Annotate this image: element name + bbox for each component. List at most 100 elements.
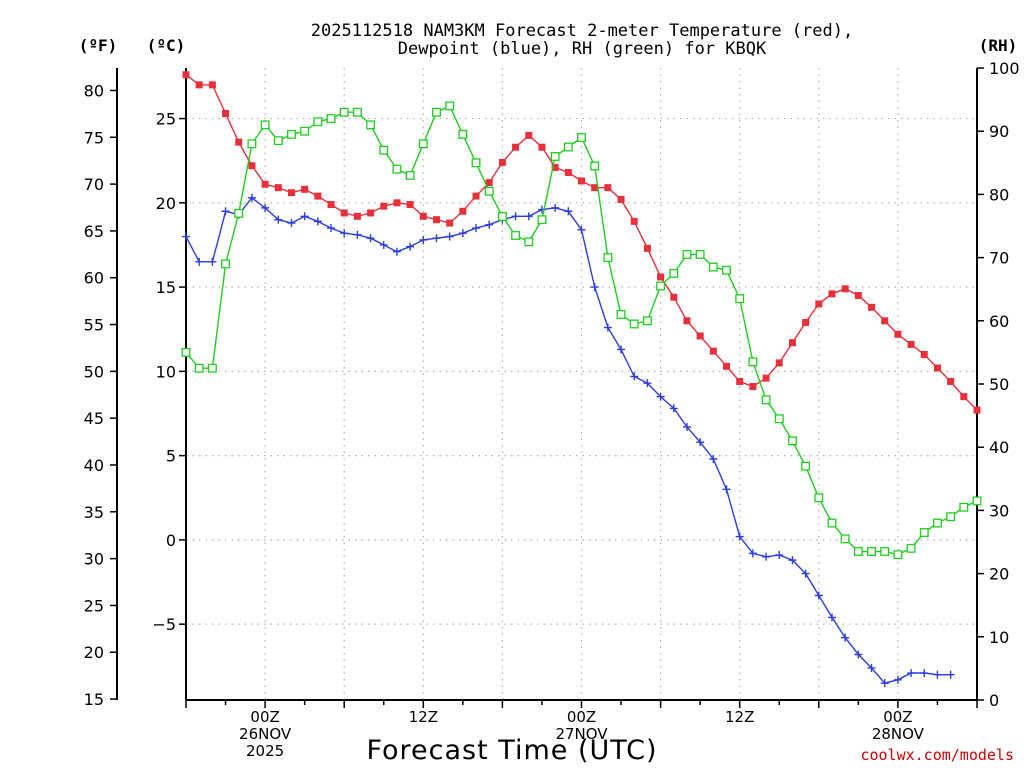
time-tick-label: 26NOV [239,725,292,743]
dewpoint-line [185,196,951,684]
chart-title-line1: 2025112518 NAM3KM Forecast 2-meter Tempe… [311,21,853,41]
rh-point [471,158,481,168]
dewpoint-point [920,669,929,678]
temperature-point [617,195,625,203]
temperature-point [314,192,322,200]
temperature-point [248,162,256,170]
temperature-point [551,163,559,171]
dewpoint-point [577,225,586,234]
temperature-point [485,179,493,187]
temperature-point [947,377,955,385]
rh-point [392,164,402,174]
dewpoint-point [313,217,322,226]
dewpoint-point [709,454,718,463]
temperature-point [287,189,295,197]
celsius-tick-label: 15 [156,278,176,297]
fahrenheit-tick-label: 45 [84,409,104,428]
time-tick-label: 12Z [409,708,438,726]
credit-link[interactable]: coolwx.com/models [860,746,1014,764]
dewpoint-point [327,224,336,233]
rh-tick-label: 80 [989,185,1009,204]
dewpoint-point [669,404,678,413]
temperature-point [828,290,836,298]
grid-lines [186,68,977,700]
temperature-point [841,285,849,293]
rh-unit-label: (RH) [979,36,1018,55]
dewpoint-point [524,212,533,221]
dewpoint-point [827,613,836,622]
temperature-point [630,217,638,225]
fahrenheit-tick-label: 35 [84,503,104,522]
dewpoint-point [406,242,415,251]
dewpoint-point [472,224,481,233]
x-axis-title: Forecast Time (UTC) [366,735,657,766]
time-tick-label: 00Z [567,708,596,726]
celsius-tick-label: 10 [156,362,176,381]
rh-point [260,120,270,130]
dewpoint-point [643,379,652,388]
dewpoint-point [656,392,665,401]
dewpoint-point [946,670,955,679]
dewpoint-point [564,207,573,216]
rh-point [761,395,771,405]
dewpoint-point [682,422,691,431]
temperature-point [222,110,230,118]
temperature-point [235,138,243,146]
temperature-point [340,209,348,217]
dewpoint-point [907,669,916,678]
rh-tick-label: 30 [989,501,1009,520]
temperature-point [274,184,282,192]
temperature-point [894,330,902,338]
temperature-point [907,340,915,348]
dewpoint-point [261,203,270,212]
time-tick-label: 2025 [246,742,284,760]
dewpoint-point [432,234,441,243]
temperature-point [591,184,599,192]
temperature-point [670,293,678,301]
dewpoint-point [208,257,217,266]
temperature-point [472,192,480,200]
temperature-point [933,364,941,372]
temperature-point [788,339,796,347]
temperature-point [432,216,440,224]
temperature-point [815,300,823,308]
temperature-point [920,351,928,359]
rh-point [656,281,666,291]
temperature-point [696,332,704,340]
temperature-point [657,273,665,281]
rh-point [273,136,283,146]
dewpoint-point [814,591,823,600]
dewpoint-point [195,257,204,266]
temperature-point [868,303,876,311]
rh-point [801,461,811,471]
rh-point [629,319,639,329]
rh-point [418,139,428,149]
dewpoint-point [392,247,401,256]
rh-tick-label: 40 [989,438,1009,457]
rh-tick-label: 70 [989,249,1009,268]
time-tick-label: 00Z [250,708,279,726]
rh-point [853,547,863,556]
dewpoint-point [748,549,757,558]
temperature-point [881,317,889,325]
rh-tick-label: 10 [989,628,1009,647]
dewpoint-point [353,230,362,239]
temperature-point [301,185,309,193]
dewpoint-point [485,220,494,229]
celsius-tick-label: 25 [156,110,176,129]
rh-point [484,186,494,196]
series-temperature [182,71,981,414]
rh-tick-label: 20 [989,565,1009,584]
rh-point [458,129,468,139]
temperature-point [564,168,572,176]
temperature-point [327,201,335,209]
rh-point [300,126,310,136]
temperature-point [525,131,533,139]
dewpoint-point [458,229,467,238]
fahrenheit-tick-label: 60 [84,269,104,288]
celsius-tick-label: 0 [166,531,176,550]
rh-point [840,534,850,544]
dewpoint-point [788,556,797,565]
temperature-point [683,317,691,325]
rh-point [642,316,652,326]
